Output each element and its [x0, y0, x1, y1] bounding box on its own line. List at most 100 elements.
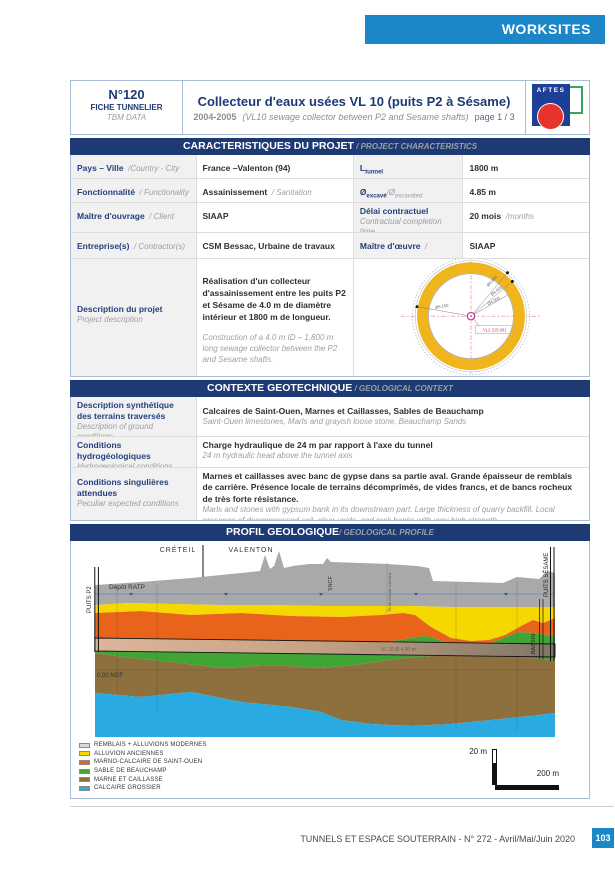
value-peculiar-conditions: Marnes et caillasses avec banc de gypse … — [197, 468, 589, 520]
table-row: Maître d'ouvrage / Client SIAAP Délai co… — [71, 203, 589, 233]
ngf-label: 0,00 NGF — [97, 673, 123, 679]
table-row: Description synthétique des terrains tra… — [71, 397, 589, 437]
profile-scale: 20 m 200 m — [421, 747, 561, 795]
section-title-fr: CARACTERISTIQUES DU PROJET — [182, 140, 354, 152]
section-bar-characteristics: CARACTERISTIQUES DU PROJET / PROJECT CHA… — [70, 138, 590, 155]
value-contractors: CSM Bessac, Urbaine de travaux — [197, 233, 354, 258]
value-engineers: SIAAP — [463, 233, 589, 258]
shaft-p2 — [94, 567, 99, 652]
table-row: Conditions singulières attendues Peculia… — [71, 468, 589, 520]
layer-calcaire-grossier — [95, 692, 555, 737]
table-row: Fonctionnalité / Functionality Assainiss… — [71, 179, 589, 203]
worksites-banner: WORKSITES — [365, 15, 605, 44]
creteil-label: CRÉTEIL — [160, 545, 197, 554]
value-ground-conditions: Calcaires de Saint-Ouen, Marnes et Caill… — [197, 397, 589, 436]
legend-item: SABLE DE BEAUCHAMP — [79, 767, 207, 776]
bassin-label: BASSIN — [531, 634, 537, 654]
label-en: / Client — [149, 212, 175, 221]
horizontal-scale-label: 200 m — [536, 769, 559, 778]
label-contractors: Entreprise(s) / Contractor(s) — [71, 233, 197, 258]
layer-alluvion-anciennes — [95, 603, 555, 641]
legend-label: SABLE DE BEAUCHAMP — [94, 768, 167, 775]
station-label: VL2 215.981 — [484, 327, 508, 332]
table-row: Pays – Ville /Country - City France –Val… — [71, 155, 589, 179]
value-fr: Charge hydraulique de 24 m par rapport à… — [202, 440, 433, 450]
footer-text: TUNNELS ET ESPACE SOUTERRAIN - N° 272 - … — [300, 834, 575, 844]
sheet-title-block: Collecteur d'eaux usées VL 10 (puits P2 … — [183, 81, 525, 134]
characteristics-table: Pays – Ville /Country - City France –Val… — [70, 155, 590, 377]
value-fr: Marnes et caillasses avec banc de gypse … — [202, 471, 573, 504]
sheet-id-block: N°120 FICHE TUNNELIER TBM DATA — [71, 81, 183, 134]
dimension-inner-label: Ø4.000 — [487, 295, 502, 306]
value-functionality: Assainissement / Sanitation — [197, 179, 354, 202]
sheet-type-fr: FICHE TUNNELIER — [90, 103, 163, 112]
label-en: Project description — [77, 315, 143, 325]
vertical-scale-bar-top — [492, 749, 497, 764]
legend-label: MARNE ET CAILLASSE — [94, 776, 163, 783]
title-translation: (VL10 sewage collector between P2 and Se… — [242, 111, 469, 122]
label-fr: Maître d'ouvrage — [77, 211, 145, 221]
label-functionality: Fonctionnalité / Functionality — [71, 179, 197, 202]
value-text: Assainissement — [202, 187, 268, 197]
value-en: Saint-Ouen limestones, Marls and grayish… — [202, 417, 467, 427]
geological-profile-figure: VL 10 Ø 4,00 m PUITS P2 D — [87, 545, 556, 737]
value-hydrogeological: Charge hydraulique de 24 m par rapport à… — [197, 437, 589, 467]
label-en: Peculiar expected conditions — [77, 499, 179, 509]
value-text: SIAAP — [469, 241, 496, 251]
sncf-label: SNCF — [328, 575, 334, 591]
label-fr: Pays – Ville — [77, 163, 124, 173]
value-excavated-diameter: 4.85 m — [463, 179, 589, 202]
puits-p2-label: PUITS P2 — [87, 586, 93, 613]
value-en: Marls and stones with gypsum bank in its… — [202, 505, 555, 520]
label-fr: Conditions singulières attendues — [77, 477, 169, 499]
table-row: Entreprise(s) / Contractor(s) CSM Bessac… — [71, 233, 589, 259]
value-text-en: /months — [505, 212, 535, 221]
legend-swatch — [79, 768, 90, 774]
section-title-en: / GEOLOGICAL CONTEXT — [352, 384, 453, 393]
value-contractual-time: 20 mois /months — [463, 203, 589, 232]
label-symbol: Øexcavé — [359, 187, 387, 200]
profile-legend: REMBLAIS + ALLUVIONS MODERNES ALLUVION A… — [79, 741, 207, 793]
legend-swatch — [79, 751, 90, 757]
label-tunnel-length: Ltunnel — [353, 155, 464, 178]
layer-marne-caillasse — [95, 653, 555, 726]
project-years: 2004-2005 — [193, 111, 237, 122]
page-indicator: page 1 / 3 — [474, 111, 515, 122]
value-country-city: France –Valenton (94) — [197, 155, 354, 178]
label-symbol: Ltunnel — [359, 163, 384, 176]
legend-label: REMBLAIS + ALLUVIONS MODERNES — [94, 742, 207, 749]
value-fr: Calcaires de Saint-Ouen, Marnes et Caill… — [202, 406, 484, 416]
legend-label: MARNO-CALCAIRE DE SAINT-OUEN — [94, 759, 203, 766]
value-text: SIAAP — [202, 211, 229, 221]
section-title-en: / GEOLOGICAL PROFILE — [339, 528, 434, 537]
label-engineers: Maître d'œuvre / Engineers — [353, 233, 464, 258]
table-row-description: Description du projet Project descriptio… — [71, 259, 589, 376]
aftes-logo: AFTES — [525, 81, 589, 134]
geological-profile-box: VL 10 Ø 4,00 m PUITS P2 D — [70, 541, 590, 799]
label-fr: Entreprise(s) — [77, 241, 130, 251]
value-client: SIAAP — [197, 203, 354, 232]
section-title-fr: PROFIL GEOLOGIQUE — [226, 526, 339, 538]
geotechnical-table: Description synthétique des terrains tra… — [70, 397, 590, 521]
section-bar-profile: PROFIL GEOLOGIQUE/ GEOLOGICAL PROFILE — [70, 524, 590, 541]
label-contractual-time: Délai contractuel Contractual completion… — [353, 203, 464, 232]
section-bar-geotechnical: CONTEXTE GEOTECHNIQUE / GEOLOGICAL CONTE… — [70, 380, 590, 397]
vertical-scale-bar — [492, 749, 497, 785]
tunnel-cross-section-figure: Ø4.850 Ø4.600 Ø4.000 Ø5.150 VL2 215.981 — [401, 259, 542, 376]
label-project-description: Description du projet Project descriptio… — [71, 259, 197, 376]
value-en: 24 m hydraulic head above the tunnel axi… — [202, 451, 353, 461]
label-symbol-en: /Øexcavated — [386, 188, 423, 200]
label-fr: Fonctionnalité — [77, 187, 136, 197]
value-text-en: / Sanitation — [271, 188, 312, 197]
label-peculiar-conditions: Conditions singulières attendues Peculia… — [71, 468, 197, 520]
label-country-city: Pays – Ville /Country - City — [71, 155, 197, 178]
page-title: Collecteur d'eaux usées VL 10 (puits P2 … — [197, 93, 511, 109]
label-fr: Délai contractuel — [359, 206, 429, 216]
sheet-number: N°120 — [108, 87, 145, 102]
legend-swatch — [79, 759, 90, 765]
value-project-description: Réalisation d'un collecteur d'assainisse… — [197, 259, 354, 376]
legend-swatch — [79, 785, 90, 791]
label-en: / Functionality — [139, 188, 189, 197]
shaft-sesame — [550, 547, 555, 661]
sheet-header: N°120 FICHE TUNNELIER TBM DATA Collecteu… — [70, 80, 590, 135]
